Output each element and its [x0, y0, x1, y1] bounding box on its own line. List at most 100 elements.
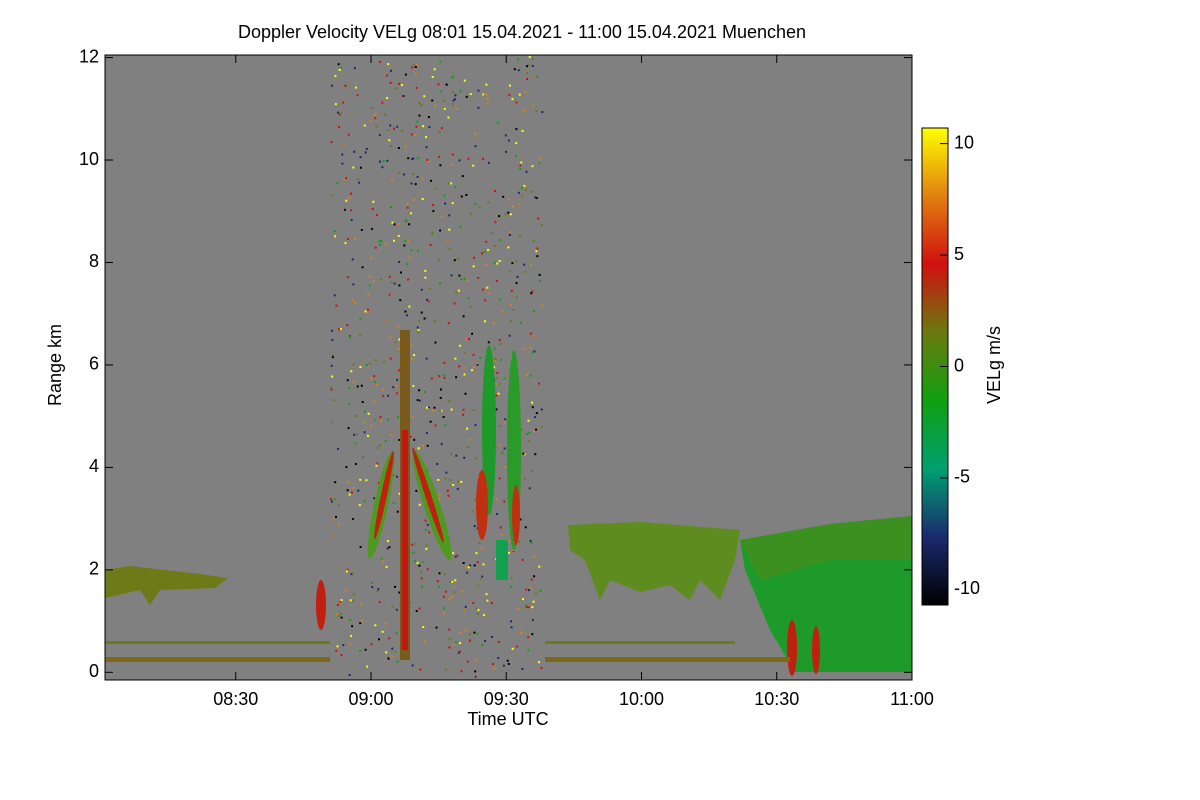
- noise-speckle: [390, 433, 393, 436]
- noise-speckle: [412, 384, 415, 387]
- noise-speckle: [415, 86, 418, 89]
- noise-speckle: [468, 338, 470, 341]
- noise-speckle: [389, 124, 392, 127]
- noise-speckle: [521, 195, 524, 198]
- noise-speckle: [381, 166, 384, 169]
- noise-speckle: [355, 433, 358, 436]
- noise-speckle: [439, 164, 442, 167]
- noise-speckle: [354, 463, 357, 465]
- noise-speckle: [435, 626, 438, 629]
- noise-speckle: [438, 259, 441, 262]
- noise-speckle: [431, 232, 434, 235]
- noise-speckle: [445, 83, 448, 86]
- noise-speckle: [337, 523, 340, 526]
- noise-speckle: [409, 344, 412, 347]
- noise-speckle: [486, 98, 489, 100]
- noise-speckle: [469, 305, 472, 308]
- noise-speckle: [429, 420, 432, 423]
- noise-speckle: [506, 659, 509, 662]
- noise-speckle: [389, 336, 392, 339]
- noise-speckle: [397, 147, 400, 149]
- noise-speckle: [392, 474, 395, 477]
- y-tick-label: 12: [79, 46, 99, 66]
- noise-speckle: [349, 336, 351, 339]
- noise-speckle: [493, 261, 496, 264]
- noise-speckle: [527, 64, 530, 67]
- noise-speckle: [532, 240, 535, 242]
- noise-speckle: [332, 517, 335, 520]
- noise-speckle: [456, 554, 459, 557]
- noise-speckle: [496, 371, 499, 374]
- noise-speckle: [498, 383, 501, 386]
- noise-speckle: [438, 130, 441, 133]
- noise-speckle: [468, 438, 471, 441]
- noise-speckle: [348, 196, 351, 199]
- noise-speckle: [415, 125, 418, 128]
- noise-speckle: [411, 358, 414, 361]
- noise-speckle: [518, 93, 521, 96]
- noise-speckle: [525, 433, 528, 436]
- noise-speckle: [387, 657, 390, 660]
- noise-speckle: [330, 329, 333, 332]
- noise-speckle: [389, 145, 392, 147]
- noise-speckle: [335, 613, 338, 616]
- noise-speckle: [357, 489, 360, 492]
- noise-speckle: [427, 160, 430, 163]
- noise-speckle: [414, 183, 417, 186]
- noise-speckle: [350, 573, 353, 576]
- noise-speckle: [476, 632, 479, 635]
- noise-speckle: [512, 549, 515, 552]
- noise-speckle: [458, 650, 461, 653]
- noise-speckle: [371, 581, 374, 584]
- noise-speckle: [454, 186, 457, 189]
- noise-speckle: [412, 157, 415, 160]
- noise-speckle: [510, 320, 513, 323]
- noise-speckle: [396, 475, 398, 478]
- noise-speckle: [541, 111, 544, 113]
- noise-speckle: [397, 416, 399, 419]
- noise-speckle: [393, 127, 395, 130]
- noise-speckle: [472, 164, 475, 167]
- noise-speckle: [373, 418, 376, 421]
- noise-speckle: [484, 299, 487, 302]
- noise-speckle: [331, 356, 334, 359]
- noise-speckle: [421, 198, 424, 200]
- noise-speckle: [493, 244, 496, 247]
- noise-speckle: [373, 497, 376, 500]
- noise-speckle: [422, 626, 425, 628]
- noise-speckle: [411, 416, 414, 419]
- noise-speckle: [388, 139, 391, 142]
- noise-speckle: [454, 555, 457, 558]
- noise-speckle: [402, 95, 405, 97]
- noise-speckle: [418, 503, 421, 506]
- noise-speckle: [389, 81, 392, 84]
- noise-speckle: [450, 274, 453, 277]
- noise-speckle: [418, 101, 421, 104]
- noise-speckle: [346, 570, 348, 573]
- noise-speckle: [387, 656, 390, 659]
- noise-speckle: [488, 291, 491, 294]
- noise-speckle: [339, 112, 342, 115]
- noise-speckle: [356, 385, 359, 388]
- noise-speckle: [541, 304, 544, 307]
- noise-speckle: [360, 384, 363, 387]
- noise-speckle: [477, 89, 480, 92]
- noise-speckle: [529, 263, 532, 266]
- noise-speckle: [418, 389, 421, 392]
- noise-speckle: [343, 143, 346, 146]
- noise-speckle: [533, 334, 536, 337]
- noise-speckle: [522, 452, 525, 455]
- noise-speckle: [341, 153, 344, 156]
- noise-speckle: [347, 402, 350, 405]
- noise-speckle: [531, 290, 534, 293]
- noise-speckle: [359, 166, 362, 169]
- noise-speckle: [462, 408, 465, 411]
- noise-speckle: [391, 221, 394, 224]
- noise-speckle: [426, 523, 429, 526]
- noise-speckle: [530, 541, 533, 544]
- noise-speckle: [465, 629, 468, 632]
- noise-speckle: [330, 386, 333, 389]
- noise-speckle: [507, 663, 510, 665]
- colorbar-tick-label: -5: [954, 467, 970, 487]
- noise-speckle: [494, 358, 497, 361]
